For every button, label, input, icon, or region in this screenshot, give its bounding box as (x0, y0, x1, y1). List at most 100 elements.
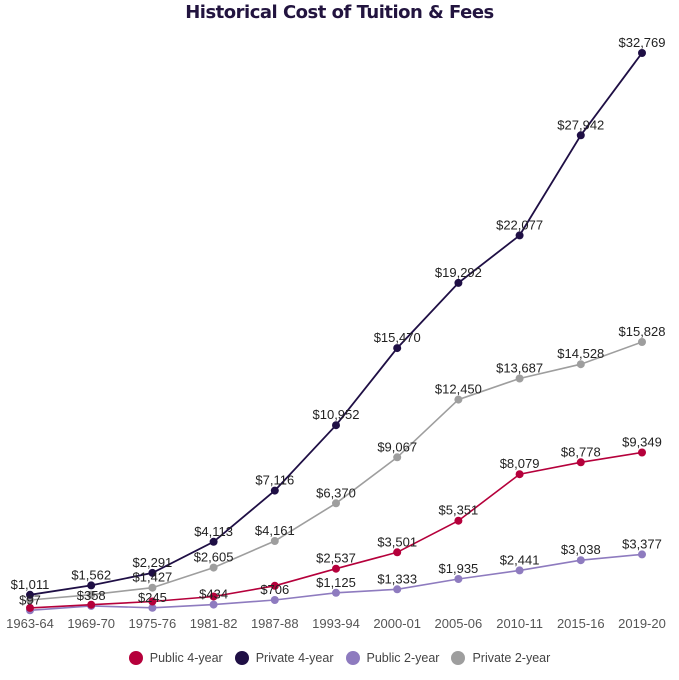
data-label-public-2-year: $1,333 (377, 571, 417, 586)
series-points (26, 49, 646, 615)
point-public-2-year[interactable] (270, 596, 279, 604)
x-tick-label: 1993-94 (312, 616, 360, 631)
point-public-2-year[interactable] (454, 575, 463, 583)
data-label-private-2-year: $15,828 (619, 324, 666, 339)
point-public-4-year[interactable] (87, 600, 96, 609)
legend-swatch-icon (345, 651, 360, 665)
legend-item-public-4-year[interactable]: Public 4-year (128, 651, 223, 665)
point-private-4-year[interactable] (332, 421, 340, 430)
point-private-2-year[interactable] (515, 374, 524, 383)
point-public-4-year[interactable] (393, 548, 402, 557)
point-private-4-year[interactable] (148, 568, 157, 577)
data-label-public-2-year: $434 (199, 587, 228, 602)
point-public-4-year[interactable] (148, 597, 157, 606)
point-public-2-year[interactable] (515, 566, 524, 575)
data-label-public-2-year: $3,038 (561, 542, 601, 557)
data-label-private-4-year: $1,562 (71, 567, 111, 582)
legend-label: Private 4-year (255, 651, 334, 665)
point-private-2-year[interactable] (454, 395, 463, 404)
point-private-2-year[interactable] (148, 583, 157, 592)
point-public-2-year[interactable] (576, 556, 585, 565)
legend-swatch-icon (234, 651, 249, 665)
data-label-public-4-year: $5,351 (439, 503, 479, 518)
line-chart: $97 $358 $245 $434 $706 $1,125 $1,333 $1,935 $2,… (6, 35, 666, 631)
point-public-4-year[interactable] (209, 592, 218, 601)
legend-swatch-icon (128, 651, 143, 665)
data-label-private-4-year: $10,952 (313, 407, 360, 422)
point-private-2-year[interactable] (209, 563, 218, 572)
data-labels: $97 $358 $245 $434 $706 $1,125 $1,333 $1,935 $2,… (11, 35, 666, 607)
point-public-4-year[interactable] (454, 516, 463, 525)
point-private-2-year[interactable] (638, 338, 646, 346)
chart-title: Historical Cost of Tuition & Fees (185, 2, 494, 23)
data-label-public-2-year: $97 (19, 592, 41, 607)
x-tick-label: 1987-88 (251, 616, 299, 631)
data-label-private-2-year: $6,370 (316, 485, 356, 500)
point-public-2-year[interactable] (148, 603, 157, 612)
data-label-private-2-year: $14,528 (557, 346, 604, 361)
data-label-private-2-year: $2,605 (194, 550, 234, 565)
legend-swatch-icon (451, 651, 466, 665)
legend-label: Private 2-year (472, 651, 551, 665)
legend-item-public-2-year[interactable]: Public 2-year (345, 651, 440, 665)
point-private-4-year[interactable] (87, 581, 96, 590)
point-private-2-year[interactable] (270, 537, 279, 545)
point-public-2-year[interactable] (332, 588, 340, 597)
x-tick-label: 1975-76 (129, 616, 177, 631)
x-tick-label: 1963-64 (6, 616, 54, 631)
point-private-2-year[interactable] (576, 360, 585, 369)
point-private-2-year[interactable] (332, 499, 340, 508)
point-private-4-year[interactable] (454, 278, 463, 287)
point-private-4-year[interactable] (270, 486, 279, 495)
point-public-2-year[interactable] (638, 550, 646, 559)
point-public-4-year[interactable] (270, 581, 279, 590)
point-private-4-year[interactable] (638, 49, 646, 57)
data-label-public-2-year: $358 (77, 588, 106, 603)
point-private-4-year[interactable] (209, 537, 218, 546)
data-label-private-2-year: $1,427 (133, 570, 173, 585)
point-public-2-year[interactable] (393, 585, 402, 594)
point-public-4-year[interactable] (515, 470, 524, 479)
data-label-public-2-year: $706 (260, 582, 289, 597)
data-label-private-4-year: $7,116 (255, 473, 294, 488)
data-label-private-2-year: $12,450 (435, 382, 482, 397)
legend-item-private-2-year[interactable]: Private 2-year (451, 651, 550, 665)
data-label-private-4-year: $27,942 (557, 117, 604, 132)
data-label-public-2-year: $3,377 (622, 536, 662, 551)
point-public-4-year[interactable] (332, 564, 340, 573)
legend-item-private-4-year[interactable]: Private 4-year (234, 651, 334, 665)
data-label-private-4-year: $1,011 (11, 577, 50, 592)
data-label-public-4-year: $3,501 (377, 534, 417, 549)
data-label-private-2-year: $9,067 (377, 439, 417, 454)
point-public-4-year[interactable] (638, 448, 646, 457)
point-public-2-year[interactable] (209, 600, 218, 609)
x-tick-label: 2015-16 (557, 616, 605, 631)
point-private-4-year[interactable] (515, 231, 524, 240)
point-private-4-year[interactable] (26, 590, 34, 599)
legend-label: Public 2-year (366, 651, 440, 665)
data-label-private-4-year: $22,077 (496, 217, 543, 232)
x-axis-ticks: 1963-64 1969-70 1975-76 1981-82 1987-88 1993-… (6, 616, 666, 631)
data-label-private-4-year: $32,769 (619, 35, 666, 50)
data-label-private-4-year: $2,291 (133, 555, 173, 570)
point-private-2-year[interactable] (393, 453, 402, 462)
point-private-2-year[interactable] (87, 590, 96, 599)
legend: Public 4-year Private 4-year Public 2-year… (0, 651, 679, 665)
point-public-4-year[interactable] (26, 603, 34, 612)
data-label-private-2-year: $4,161 (255, 523, 295, 538)
x-tick-label: 2000-01 (373, 616, 421, 631)
x-tick-label: 1969-70 (67, 616, 115, 631)
point-private-4-year[interactable] (393, 344, 402, 353)
point-public-4-year[interactable] (576, 458, 585, 467)
data-label-public-4-year: $8,079 (500, 456, 540, 471)
data-label-private-4-year: $15,470 (374, 330, 421, 345)
point-private-4-year[interactable] (576, 131, 585, 140)
x-tick-label: 1981-82 (190, 616, 238, 631)
data-label-private-4-year: $19,292 (435, 265, 482, 280)
data-label-public-4-year: $9,349 (622, 435, 662, 450)
series-lines (29, 52, 643, 612)
data-label-private-2-year: $13,687 (496, 361, 543, 376)
data-label-public-4-year: $2,537 (316, 551, 356, 566)
data-label-public-2-year: $1,125 (316, 575, 356, 590)
data-label-public-2-year: $2,441 (500, 552, 540, 567)
